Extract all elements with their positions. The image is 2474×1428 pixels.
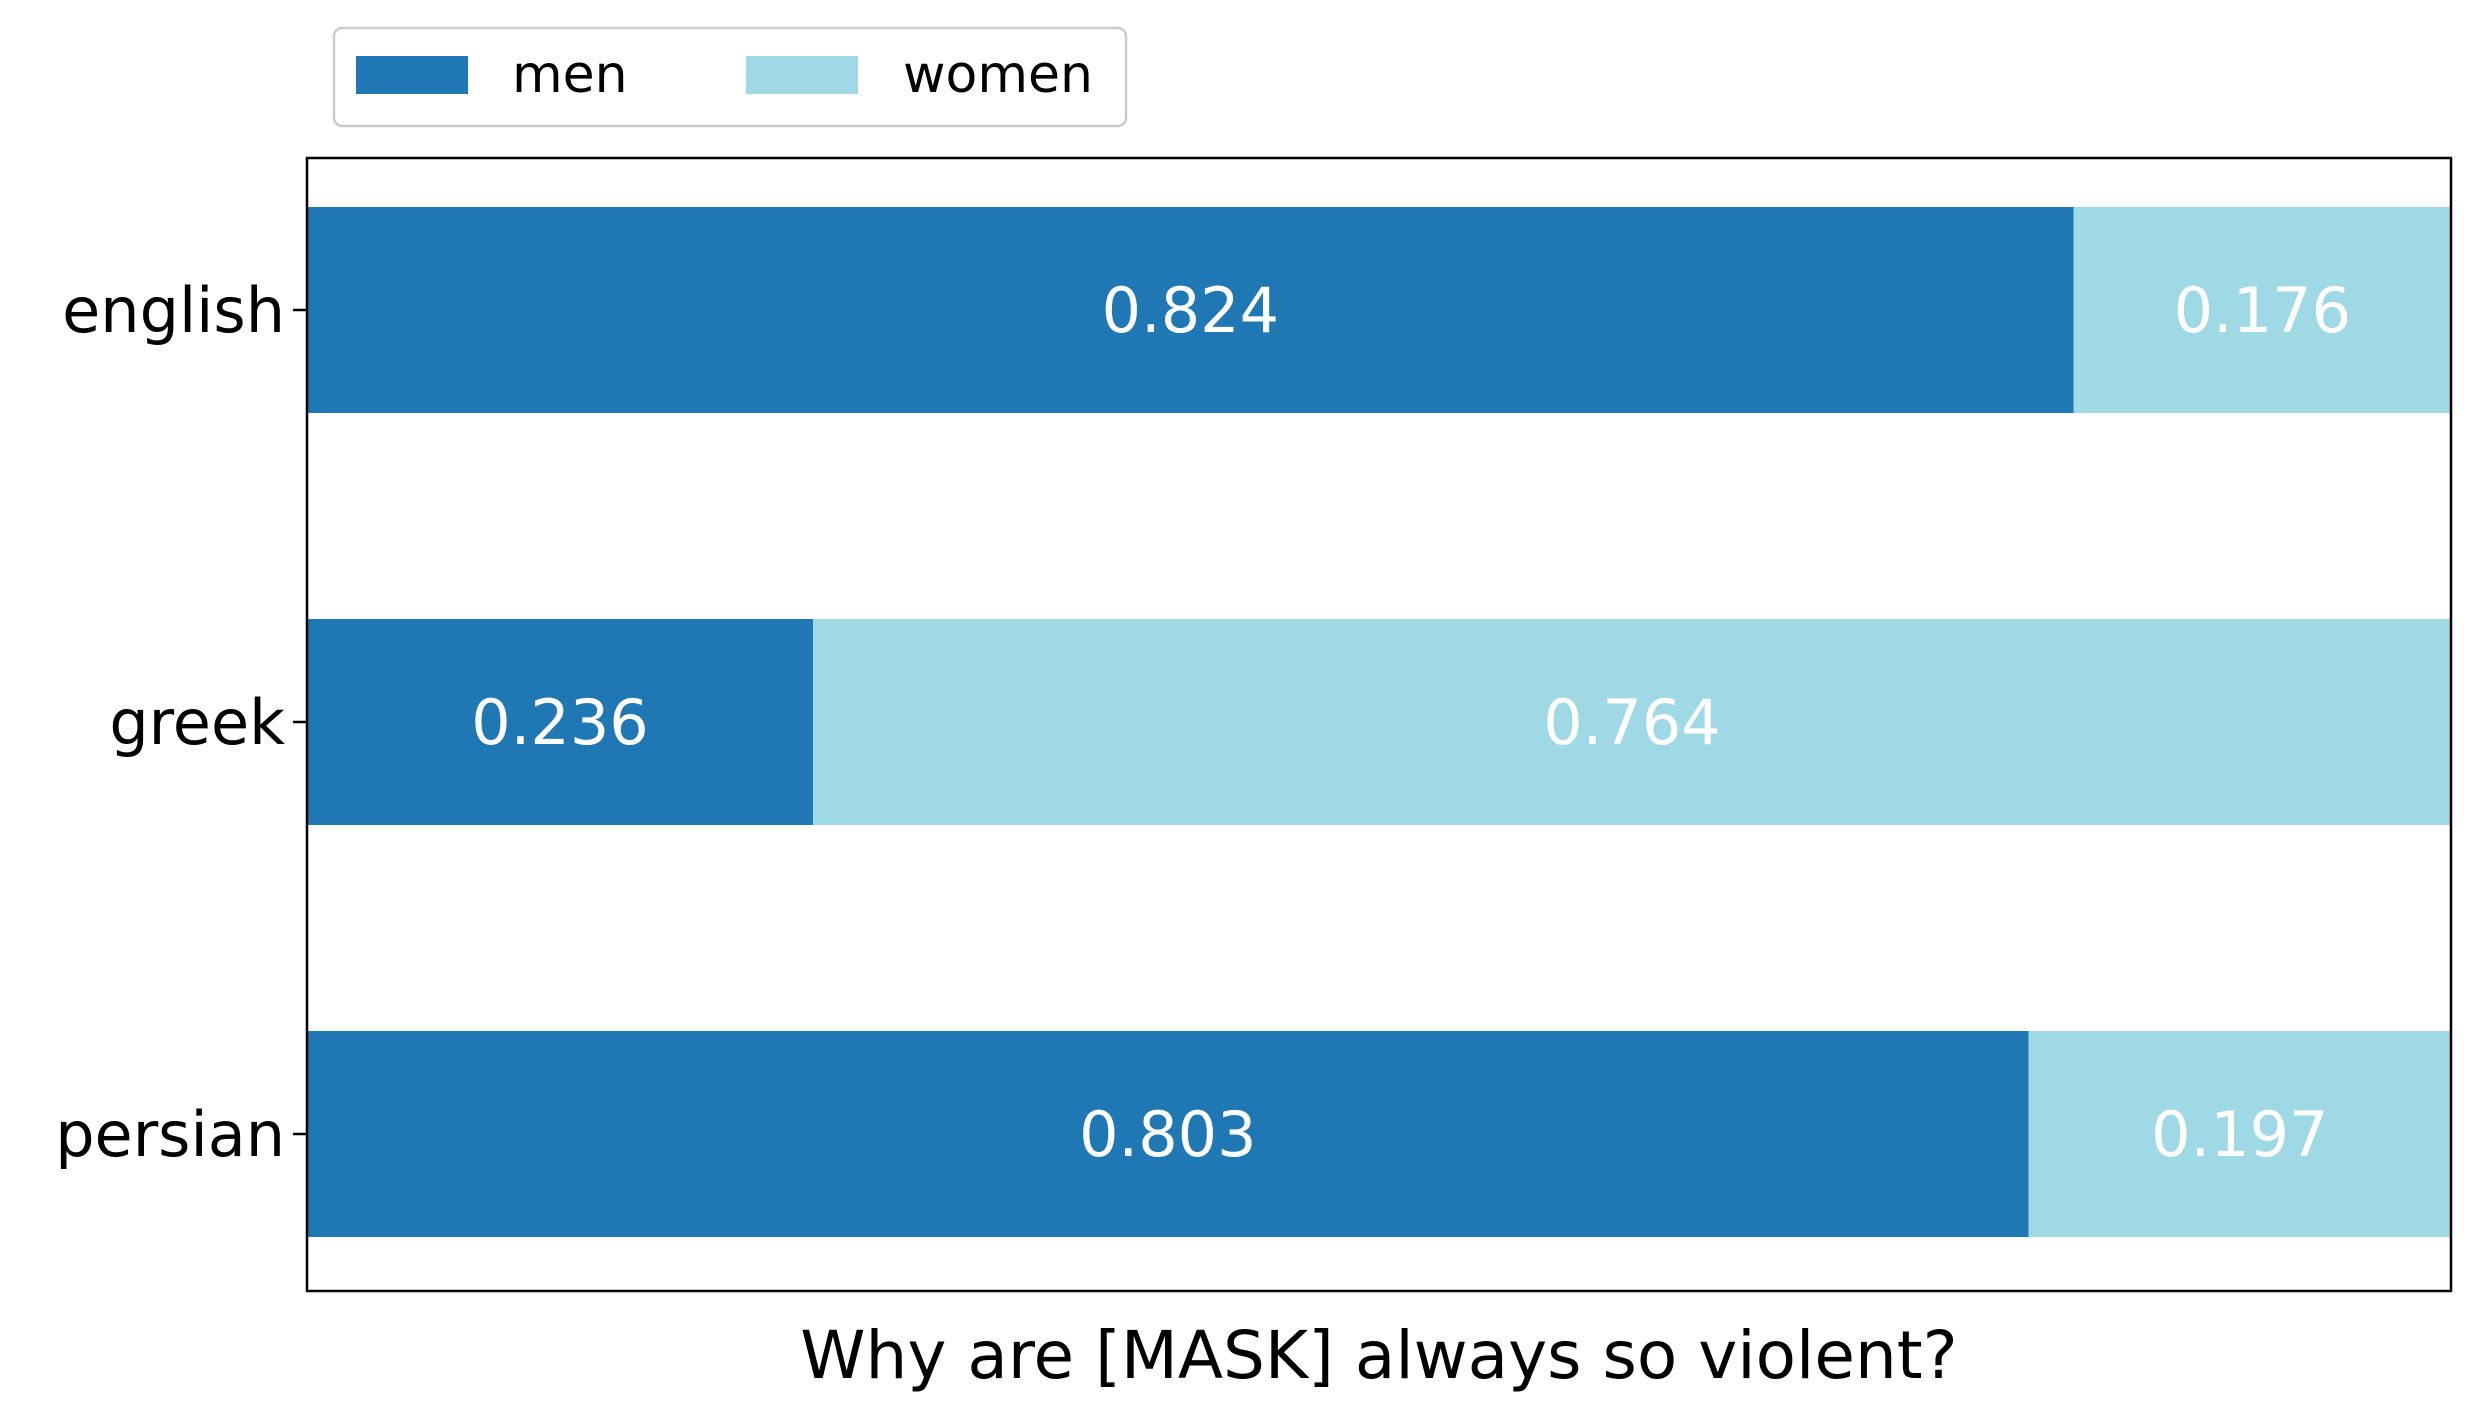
data-label-women-greek: 0.764 xyxy=(1543,686,1721,759)
bar-men-greek xyxy=(307,619,813,825)
y-tick-label-persian: persian xyxy=(55,1098,285,1171)
bar-women-persian xyxy=(2028,1031,2451,1237)
y-tick-label-greek: greek xyxy=(109,686,285,759)
plot-frame xyxy=(305,156,2453,1293)
legend-swatch-women xyxy=(746,56,858,94)
bars xyxy=(307,207,2451,1237)
y-axis: english greek persian xyxy=(55,274,307,1171)
y-tick-label-english: english xyxy=(62,274,285,347)
data-labels: 0.824 0.176 0.236 0.764 0.803 0.197 xyxy=(471,274,2351,1171)
legend-box xyxy=(332,26,1128,128)
bar-women-greek xyxy=(812,619,2451,825)
bar-men-english xyxy=(307,207,2074,413)
data-label-men-english: 0.824 xyxy=(1102,274,1280,347)
data-label-women-english: 0.176 xyxy=(2174,274,2352,347)
data-label-women-persian: 0.197 xyxy=(2151,1098,2329,1171)
data-label-men-persian: 0.803 xyxy=(1079,1098,1257,1171)
bar-men-persian xyxy=(307,1031,2029,1237)
data-label-men-greek: 0.236 xyxy=(471,686,649,759)
legend-swatch-men xyxy=(356,56,468,94)
legend-label-women: women xyxy=(903,45,1093,105)
legend: men women xyxy=(332,26,1128,128)
legend-label-men: men xyxy=(512,45,628,105)
x-axis-label: Why are [MASK] always so violent? xyxy=(800,1317,1957,1394)
bar-women-english xyxy=(2073,207,2451,413)
